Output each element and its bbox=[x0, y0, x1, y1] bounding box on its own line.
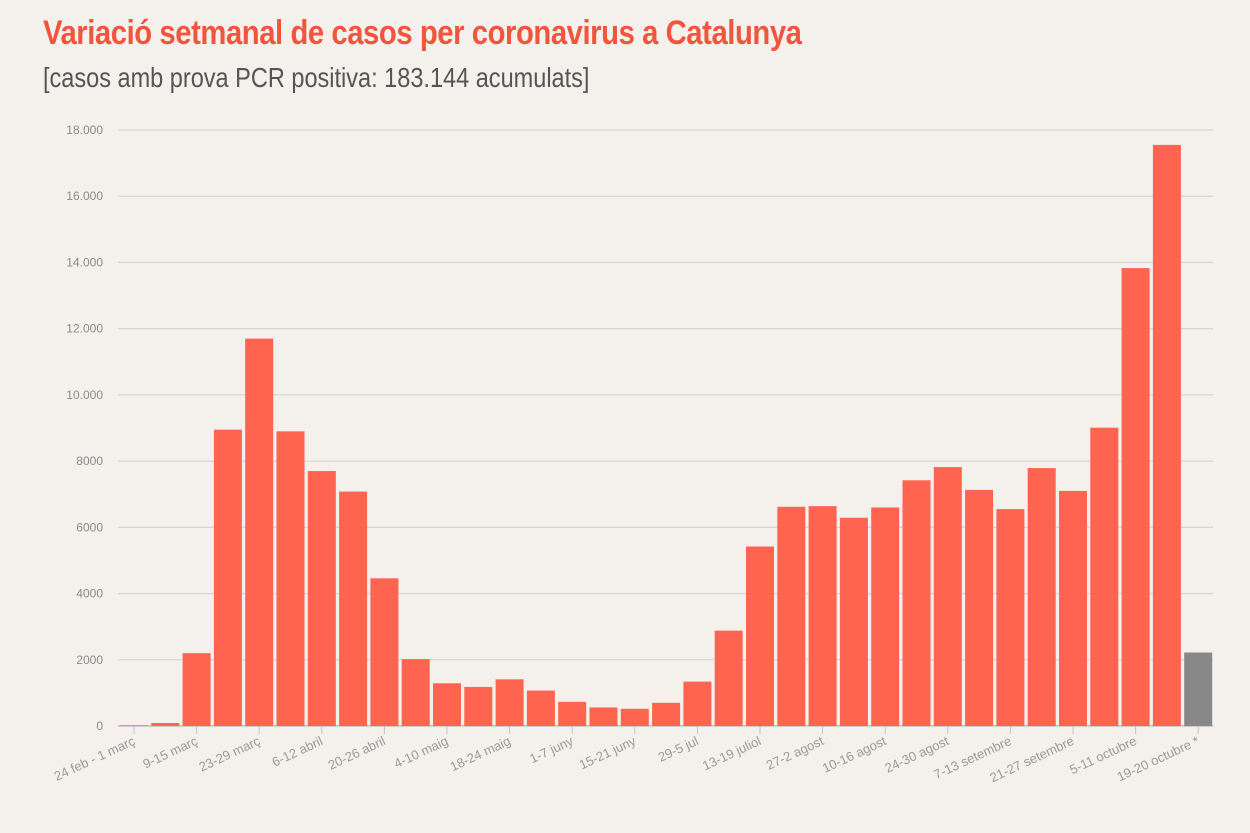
bar bbox=[495, 679, 524, 726]
bar bbox=[464, 686, 493, 726]
bar bbox=[683, 681, 712, 726]
bar bbox=[839, 517, 868, 726]
y-tick-label: 10.000 bbox=[66, 388, 103, 402]
bar bbox=[558, 701, 587, 726]
bar bbox=[965, 489, 994, 726]
bar bbox=[996, 509, 1025, 726]
bar bbox=[151, 723, 180, 726]
y-tick-label: 4000 bbox=[76, 587, 103, 601]
x-tick-label: 23-29 març bbox=[197, 733, 263, 775]
y-tick-label: 8000 bbox=[76, 454, 103, 468]
bar bbox=[746, 546, 774, 726]
bar bbox=[401, 659, 430, 726]
bar bbox=[433, 683, 461, 726]
y-tick-label: 2000 bbox=[76, 653, 103, 667]
bar bbox=[933, 467, 962, 726]
x-tick-label: 24 feb - 1 març bbox=[52, 733, 138, 784]
x-tick-label: 18-24 maig bbox=[448, 733, 513, 774]
x-tick-label: 1-7 juny bbox=[527, 733, 576, 766]
y-tick-label: 16.000 bbox=[66, 189, 103, 203]
bar bbox=[589, 707, 618, 726]
bar bbox=[182, 653, 211, 726]
x-tick-label: 15-21 juny bbox=[577, 733, 639, 772]
bar bbox=[1090, 427, 1119, 726]
bar bbox=[213, 429, 242, 726]
bar bbox=[1059, 490, 1087, 726]
x-tick-label: 13-19 juliol bbox=[700, 733, 763, 773]
x-tick-label: 6-12 abril bbox=[270, 733, 326, 770]
y-tick-label: 12.000 bbox=[66, 322, 103, 336]
x-tick-label: 20-26 abril bbox=[326, 733, 388, 773]
bar bbox=[120, 725, 148, 726]
bar bbox=[526, 690, 555, 726]
y-tick-label: 0 bbox=[96, 719, 103, 733]
chart-title: Variació setmanal de casos per coronavir… bbox=[43, 14, 802, 52]
bar bbox=[714, 630, 743, 726]
chart-subtitle: [casos amb prova PCR positiva: 183.144 a… bbox=[43, 62, 590, 93]
x-tick-label: 27-2 agost bbox=[764, 733, 826, 773]
bars bbox=[120, 144, 1213, 726]
x-tick-label: 4-10 maig bbox=[392, 733, 451, 771]
x-tick-label: 9-15 març bbox=[140, 733, 200, 772]
bar bbox=[339, 491, 368, 726]
x-tick-label: 10-16 agost bbox=[820, 733, 889, 776]
y-tick-label: 14.000 bbox=[66, 255, 103, 269]
bar bbox=[1152, 144, 1181, 726]
bar bbox=[245, 338, 274, 726]
bar bbox=[808, 506, 837, 726]
bar bbox=[902, 480, 931, 726]
bar bbox=[620, 708, 649, 726]
bar bbox=[276, 431, 305, 726]
x-tick-label: 29-5 jul bbox=[656, 733, 701, 765]
y-tick-label: 6000 bbox=[76, 520, 103, 534]
bar bbox=[307, 471, 336, 726]
bar bbox=[1184, 652, 1213, 726]
bar bbox=[777, 506, 806, 726]
bar bbox=[871, 507, 900, 726]
bar bbox=[370, 578, 399, 726]
bar bbox=[652, 702, 681, 726]
y-tick-label: 18.000 bbox=[66, 123, 103, 137]
y-axis: 0 2000 4000 6000 8000 10.000 12.000 14.000 16.00… bbox=[66, 123, 103, 733]
bar bbox=[1027, 468, 1056, 726]
bar bbox=[1121, 268, 1150, 726]
